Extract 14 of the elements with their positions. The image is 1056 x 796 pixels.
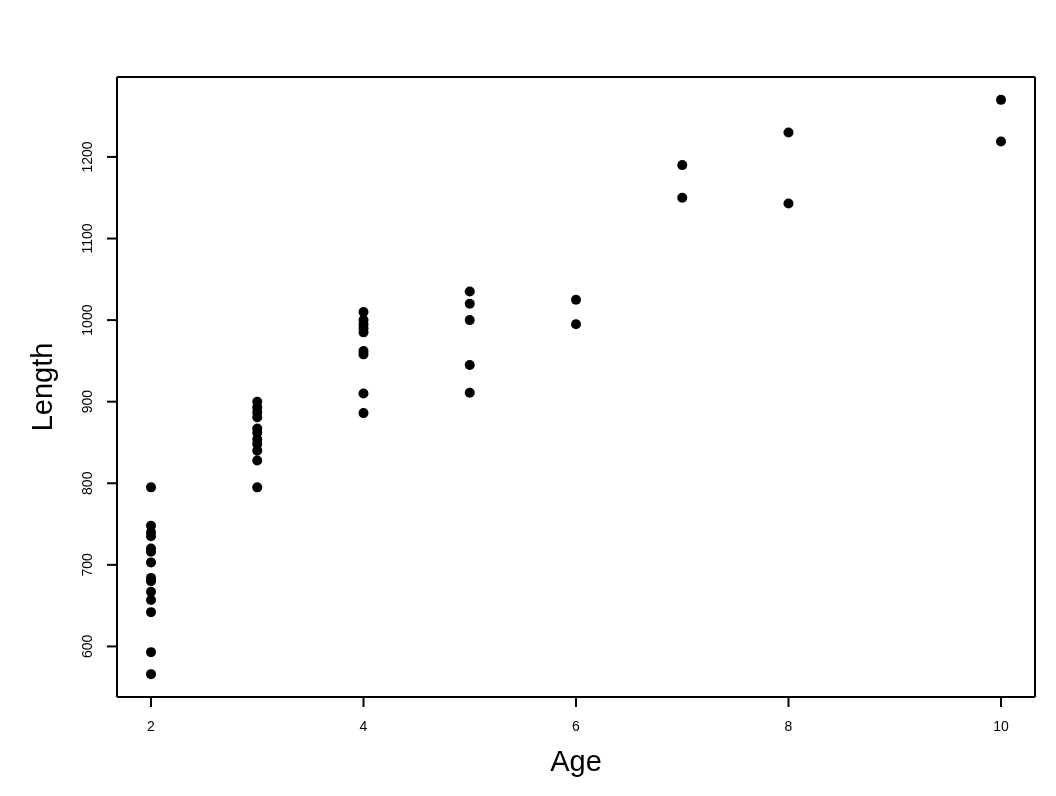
y-tick-label: 1200: [79, 141, 95, 173]
y-tick-label: 1000: [79, 304, 95, 336]
x-tick-label: 8: [784, 717, 793, 734]
x-tick-label: 2: [147, 717, 156, 734]
y-tick-label: 800: [79, 471, 95, 495]
y-tick-label: 900: [79, 389, 95, 414]
x-tick-label: 10: [993, 717, 1009, 734]
y-axis-title: Length: [26, 342, 59, 432]
y-tick-label: 600: [79, 634, 95, 659]
x-tick-label: 6: [572, 717, 581, 734]
y-tick-label: 700: [79, 552, 95, 577]
y-tick-label: 1100: [79, 223, 95, 254]
x-tick-label: 4: [359, 717, 368, 734]
x-axis-title: Age: [550, 745, 602, 777]
